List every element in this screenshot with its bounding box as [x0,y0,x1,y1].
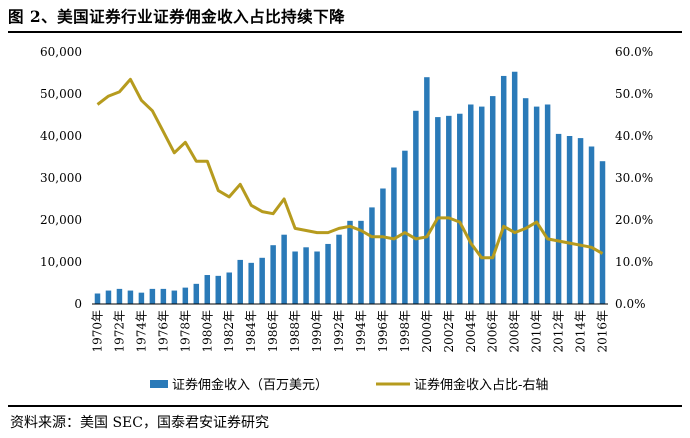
left-axis-tick-label: 50,000 [40,87,82,101]
x-tick-label: 1982年 [222,310,236,353]
title-divider [8,31,682,33]
legend-line-label: 证券佣金收入占比-右轴 [414,377,548,393]
x-tick-label: 1974年 [134,310,148,353]
bar-2006年 [489,96,496,304]
bar-1977年 [171,290,178,304]
bar-1989年 [303,247,309,304]
x-tick-label: 1978年 [178,310,192,353]
x-tick-label: 2004年 [464,310,478,353]
bar-2001年 [435,117,441,304]
legend-bar-label: 证券佣金收入（百万美元） [172,377,328,393]
x-tick-label: 1998年 [398,310,412,353]
bar-2007年 [500,75,507,304]
bar-1974年 [138,292,145,304]
chart-title: 图 2、美国证券行业证券佣金收入占比持续下降 [8,7,346,26]
x-tick-label: 1980年 [200,310,214,353]
bar-1990年 [314,251,320,304]
bar-1994年 [358,220,364,304]
bar-2010年 [533,106,540,304]
x-axis-tick-labels: 1970年 1972年 1974年 1976年 1978年 1980年 1982年 1984年… [90,310,609,353]
x-tick-label: 2008年 [508,310,522,353]
bar-1984年 [248,262,254,304]
commission-chart: 0 10,000 20,000 30,000 40,000 50,000 60,000 0.… [40,45,653,393]
bar-1979年 [193,283,200,304]
bar-2012年 [555,133,562,304]
bar-2002年 [446,115,452,304]
bar-1996年 [380,188,386,304]
right-axis-tick-label: 10.0% [615,255,653,269]
bar-1999年 [413,110,419,304]
x-tick-label: 2010年 [530,310,544,353]
left-axis-ticks: 0 10,000 20,000 30,000 40,000 50,000 60,000 [40,45,82,311]
bar-1997年 [391,167,397,304]
x-tick-label: 2002年 [442,310,456,353]
bar-2013年 [566,136,573,304]
bar-2005年 [479,106,485,304]
x-tick-label: 2006年 [486,310,500,353]
bar-1978年 [182,287,189,304]
x-tick-label: 1986年 [266,310,280,353]
bar-2016年 [599,161,606,304]
right-axis-tick-label: 30.0% [615,171,653,185]
bar-1973年 [127,290,134,304]
bar-1982年 [226,272,232,304]
bar-1998年 [402,150,408,304]
bar-1972年 [116,288,123,304]
bar-2000年 [424,77,430,304]
x-tick-label: 2014年 [574,310,588,353]
x-tick-label: 1992年 [332,310,346,353]
x-tick-label: 1990年 [310,310,324,353]
right-axis-tick-label: 50.0% [615,87,653,101]
right-axis-tick-label: 0.0% [615,297,646,311]
bar-2009年 [522,98,529,304]
bar-1991年 [325,243,331,304]
bar-2011年 [544,104,551,304]
left-axis-tick-label: 60,000 [40,45,82,59]
x-tick-label: 1994年 [354,310,368,353]
legend: 证券佣金收入（百万美元） 证券佣金收入占比-右轴 [150,377,548,393]
bar-1993年 [347,220,353,304]
bar-1976年 [160,288,167,304]
bar-2015年 [588,146,595,304]
x-tick-label: 1970年 [90,310,104,353]
bar-1987年 [281,234,287,304]
bar-1980年 [204,275,211,304]
bar-1970年 [94,293,101,304]
bar-1988年 [292,251,298,304]
bar-2014年 [577,138,584,304]
x-tick-label: 1996年 [376,310,390,353]
bar-2008年 [511,71,518,305]
bar-1985年 [259,257,265,304]
x-tick-label: 1972年 [112,310,126,353]
legend-bar-swatch [150,380,168,388]
bar-1992年 [336,234,342,304]
x-tick-label: 2000年 [420,310,434,353]
x-tick-label: 2016年 [596,310,610,353]
bar-2004年 [468,104,474,304]
right-axis-tick-label: 60.0% [615,45,653,59]
bar-1971年 [105,290,112,304]
share-line-series [96,77,604,260]
left-axis-tick-label: 10,000 [40,255,82,269]
source-divider [8,405,682,407]
x-tick-label: 2012年 [552,310,566,353]
bar-2003年 [457,113,463,305]
x-tick-label: 1984年 [244,310,258,353]
bar-1981年 [215,275,221,304]
left-axis-tick-label: 0 [74,297,82,311]
right-axis-tick-label: 40.0% [615,129,653,143]
left-axis-tick-label: 20,000 [40,213,82,227]
left-axis-tick-label: 40,000 [40,129,82,143]
right-axis-tick-label: 20.0% [615,213,653,227]
source-note: 资料来源：美国 SEC，国泰君安证券研究 [10,415,269,431]
bar-1995年 [369,207,375,304]
left-axis-tick-label: 30,000 [40,171,82,185]
bar-series [94,71,606,305]
x-tick-label: 1976年 [156,310,170,353]
bar-1986年 [270,245,276,304]
bar-1975年 [149,288,156,304]
bar-1983年 [237,259,243,304]
right-axis-ticks: 0.0% 10.0% 20.0% 30.0% 40.0% 50.0% 60.0% [615,45,653,311]
x-tick-label: 1988年 [288,310,302,353]
